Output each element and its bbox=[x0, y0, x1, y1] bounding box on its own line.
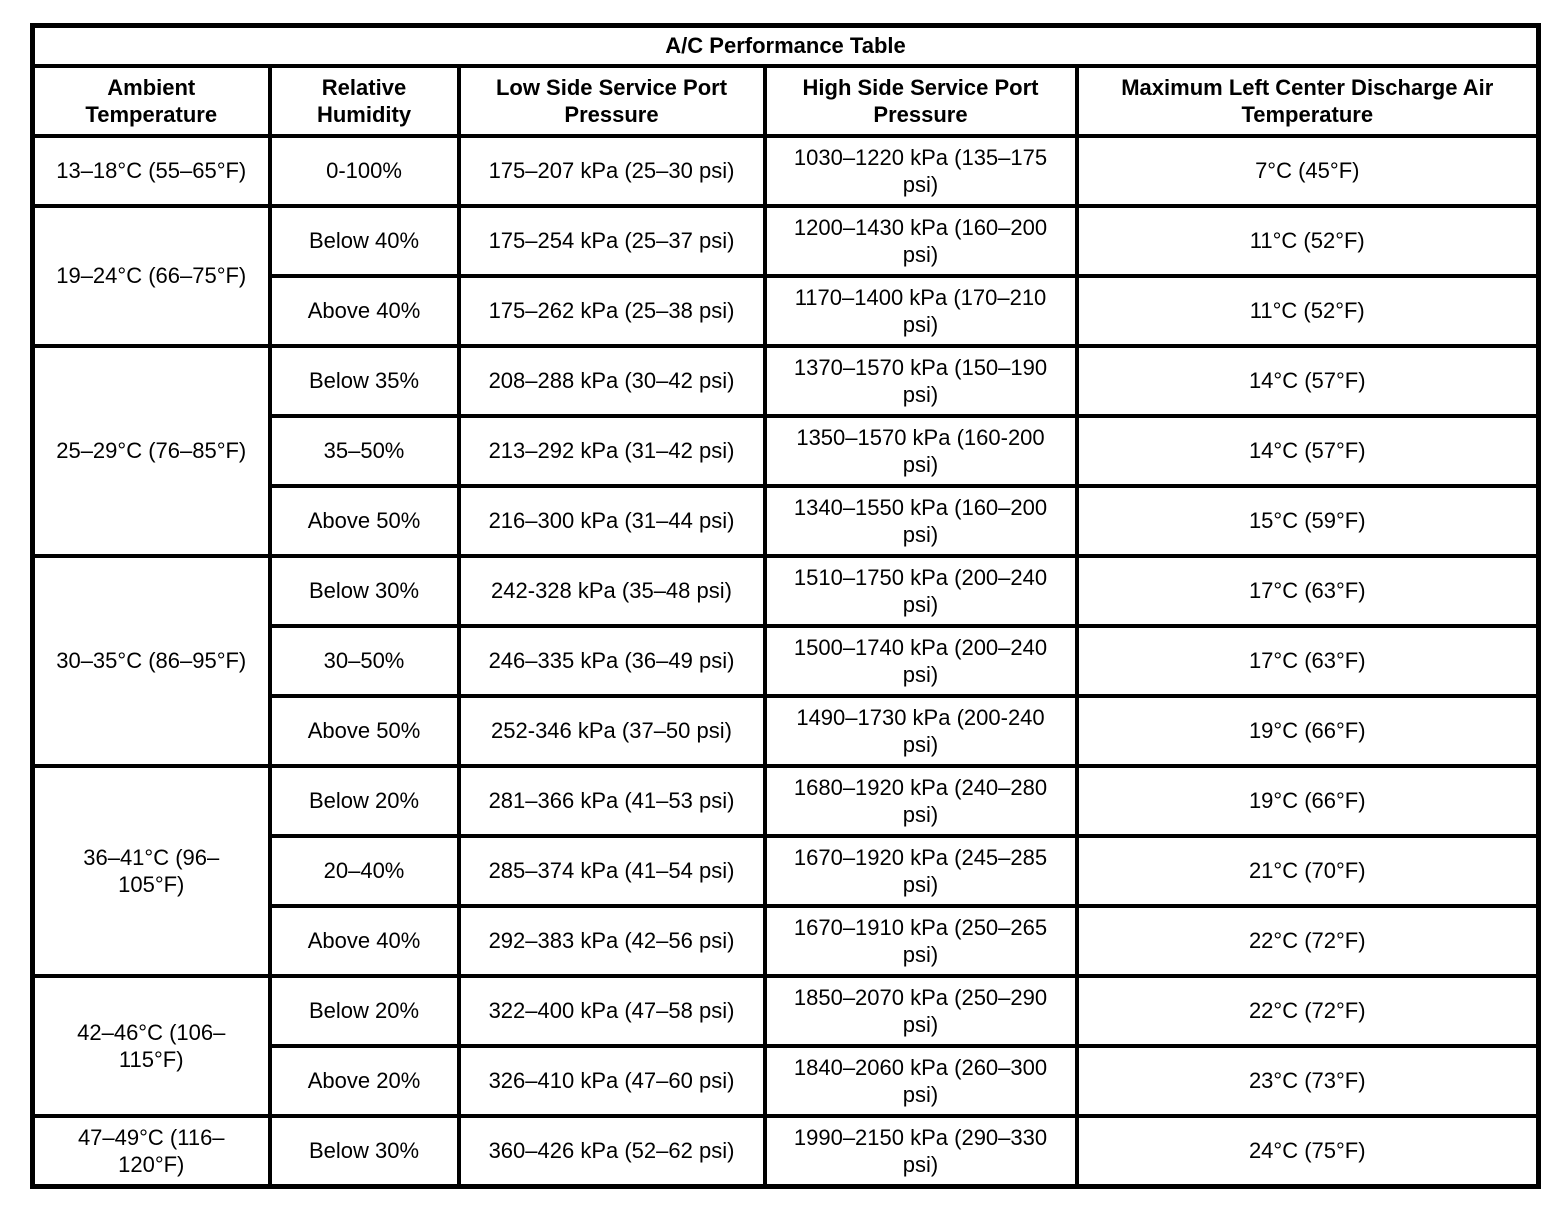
high-pressure-cell: 1840–2060 kPa (260–300 psi) bbox=[762, 1044, 1079, 1118]
discharge-temp-cell: 23°C (73°F) bbox=[1074, 1044, 1541, 1118]
header-relative-humidity: Relative Humidity bbox=[267, 64, 461, 138]
humidity-cell: Above 50% bbox=[267, 484, 461, 558]
humidity-cell: Below 30% bbox=[267, 554, 461, 628]
high-pressure-cell: 1490–1730 kPa (200-240 psi) bbox=[762, 694, 1079, 768]
humidity-cell: 30–50% bbox=[267, 624, 461, 698]
low-pressure-cell: 252-346 kPa (37–50 psi) bbox=[456, 694, 767, 768]
humidity-cell: Below 35% bbox=[267, 344, 461, 418]
high-pressure-cell: 1510–1750 kPa (200–240 psi) bbox=[762, 554, 1079, 628]
ambient-cell: 25–29°C (76–85°F) bbox=[30, 344, 272, 558]
discharge-temp-cell: 19°C (66°F) bbox=[1074, 694, 1541, 768]
ambient-cell: 42–46°C (106– 115°F) bbox=[30, 974, 272, 1118]
ambient-cell: 19–24°C (66–75°F) bbox=[30, 204, 272, 348]
humidity-cell: Below 40% bbox=[267, 204, 461, 278]
table-row: 25–29°C (76–85°F) Below 35% 208–288 kPa … bbox=[30, 344, 1541, 558]
table-row: 30–35°C (86–95°F) Below 30% 242-328 kPa … bbox=[30, 554, 1541, 768]
low-pressure-cell: 322–400 kPa (47–58 psi) bbox=[456, 974, 767, 1048]
header-low-side-pressure: Low Side Service Port Pressure bbox=[456, 64, 767, 138]
low-pressure-cell: 360–426 kPa (52–62 psi) bbox=[456, 1114, 767, 1189]
table-row: 19–24°C (66–75°F) Below 40% 175–254 kPa … bbox=[30, 204, 1541, 348]
humidity-cell: Below 20% bbox=[267, 974, 461, 1048]
humidity-cell: 0-100% bbox=[267, 134, 461, 208]
table-row: Above 50% 216–300 kPa (31–44 psi) 1340–1… bbox=[33, 484, 1541, 558]
high-pressure-cell: 1370–1570 kPa (150–190 psi) bbox=[762, 344, 1079, 418]
discharge-temp-cell: 14°C (57°F) bbox=[1074, 414, 1541, 488]
table-row: 30–50% 246–335 kPa (36–49 psi) 1500–1740… bbox=[33, 624, 1541, 698]
table-row: Above 20% 326–410 kPa (47–60 psi) 1840–2… bbox=[33, 1044, 1541, 1118]
table-row: 42–46°C (106– 115°F) Below 20% 322–400 k… bbox=[30, 974, 1541, 1118]
low-pressure-cell: 281–366 kPa (41–53 psi) bbox=[456, 764, 767, 838]
high-pressure-cell: 1990–2150 kPa (290–330 psi) bbox=[762, 1114, 1079, 1189]
ambient-cell: 13–18°C (55–65°F) bbox=[30, 134, 272, 208]
discharge-temp-cell: 21°C (70°F) bbox=[1074, 834, 1541, 908]
table-title: A/C Performance Table bbox=[30, 23, 1541, 68]
discharge-temp-cell: 7°C (45°F) bbox=[1074, 134, 1541, 208]
high-pressure-cell: 1670–1920 kPa (245–285 psi) bbox=[762, 834, 1079, 908]
high-pressure-cell: 1030–1220 kPa (135–175 psi) bbox=[762, 134, 1079, 208]
discharge-temp-cell: 11°C (52°F) bbox=[1074, 204, 1541, 278]
high-pressure-cell: 1200–1430 kPa (160–200 psi) bbox=[762, 204, 1079, 278]
table-row: Above 50% 252-346 kPa (37–50 psi) 1490–1… bbox=[33, 694, 1541, 768]
humidity-cell: Above 50% bbox=[267, 694, 461, 768]
discharge-temp-cell: 22°C (72°F) bbox=[1074, 904, 1541, 978]
table-title-row: A/C Performance Table bbox=[30, 23, 1541, 68]
high-pressure-cell: 1350–1570 kPa (160-200 psi) bbox=[762, 414, 1079, 488]
low-pressure-cell: 216–300 kPa (31–44 psi) bbox=[456, 484, 767, 558]
humidity-cell: Above 40% bbox=[267, 904, 461, 978]
discharge-temp-cell: 15°C (59°F) bbox=[1074, 484, 1541, 558]
table-row: 36–41°C (96– 105°F) Below 20% 281–366 kP… bbox=[30, 764, 1541, 978]
discharge-temp-cell: 17°C (63°F) bbox=[1074, 624, 1541, 698]
low-pressure-cell: 326–410 kPa (47–60 psi) bbox=[456, 1044, 767, 1118]
ambient-cell: 36–41°C (96– 105°F) bbox=[30, 764, 272, 978]
humidity-cell: Above 40% bbox=[267, 274, 461, 348]
high-pressure-cell: 1680–1920 kPa (240–280 psi) bbox=[762, 764, 1079, 838]
discharge-temp-cell: 17°C (63°F) bbox=[1074, 554, 1541, 628]
table-row: Above 40% 292–383 kPa (42–56 psi) 1670–1… bbox=[33, 904, 1541, 978]
low-pressure-cell: 242-328 kPa (35–48 psi) bbox=[456, 554, 767, 628]
table-row: 35–50% 213–292 kPa (31–42 psi) 1350–1570… bbox=[33, 414, 1541, 488]
low-pressure-cell: 246–335 kPa (36–49 psi) bbox=[456, 624, 767, 698]
low-pressure-cell: 175–207 kPa (25–30 psi) bbox=[456, 134, 767, 208]
humidity-cell: 20–40% bbox=[267, 834, 461, 908]
humidity-cell: 35–50% bbox=[267, 414, 461, 488]
low-pressure-cell: 292–383 kPa (42–56 psi) bbox=[456, 904, 767, 978]
table-row: 20–40% 285–374 kPa (41–54 psi) 1670–1920… bbox=[33, 834, 1541, 908]
ambient-cell: 47–49°C (116– 120°F) bbox=[30, 1114, 272, 1189]
table-row: 47–49°C (116– 120°F) Below 30% 360–426 k… bbox=[30, 1114, 1541, 1189]
low-pressure-cell: 175–262 kPa (25–38 psi) bbox=[456, 274, 767, 348]
high-pressure-cell: 1670–1910 kPa (250–265 psi) bbox=[762, 904, 1079, 978]
header-discharge-air-temperature: Maximum Left Center Discharge Air Temper… bbox=[1074, 64, 1541, 138]
discharge-temp-cell: 24°C (75°F) bbox=[1074, 1114, 1541, 1189]
humidity-cell: Below 30% bbox=[267, 1114, 461, 1189]
discharge-temp-cell: 14°C (57°F) bbox=[1074, 344, 1541, 418]
humidity-cell: Below 20% bbox=[267, 764, 461, 838]
table-header-row: Ambient Temperature Relative Humidity Lo… bbox=[30, 64, 1541, 138]
header-ambient-temperature: Ambient Temperature bbox=[30, 64, 272, 138]
low-pressure-cell: 208–288 kPa (30–42 psi) bbox=[456, 344, 767, 418]
high-pressure-cell: 1340–1550 kPa (160–200 psi) bbox=[762, 484, 1079, 558]
table-row: Above 40% 175–262 kPa (25–38 psi) 1170–1… bbox=[33, 274, 1541, 348]
discharge-temp-cell: 19°C (66°F) bbox=[1074, 764, 1541, 838]
discharge-temp-cell: 22°C (72°F) bbox=[1074, 974, 1541, 1048]
low-pressure-cell: 285–374 kPa (41–54 psi) bbox=[456, 834, 767, 908]
low-pressure-cell: 175–254 kPa (25–37 psi) bbox=[456, 204, 767, 278]
ac-performance-table: A/C Performance Table Ambient Temperatur… bbox=[30, 23, 1542, 1189]
humidity-cell: Above 20% bbox=[267, 1044, 461, 1118]
high-pressure-cell: 1500–1740 kPa (200–240 psi) bbox=[762, 624, 1079, 698]
discharge-temp-cell: 11°C (52°F) bbox=[1074, 274, 1541, 348]
low-pressure-cell: 213–292 kPa (31–42 psi) bbox=[456, 414, 767, 488]
header-high-side-pressure: High Side Service Port Pressure bbox=[762, 64, 1079, 138]
high-pressure-cell: 1170–1400 kPa (170–210 psi) bbox=[762, 274, 1079, 348]
high-pressure-cell: 1850–2070 kPa (250–290 psi) bbox=[762, 974, 1079, 1048]
table-row: 13–18°C (55–65°F) 0-100% 175–207 kPa (25… bbox=[30, 134, 1541, 208]
ambient-cell: 30–35°C (86–95°F) bbox=[30, 554, 272, 768]
